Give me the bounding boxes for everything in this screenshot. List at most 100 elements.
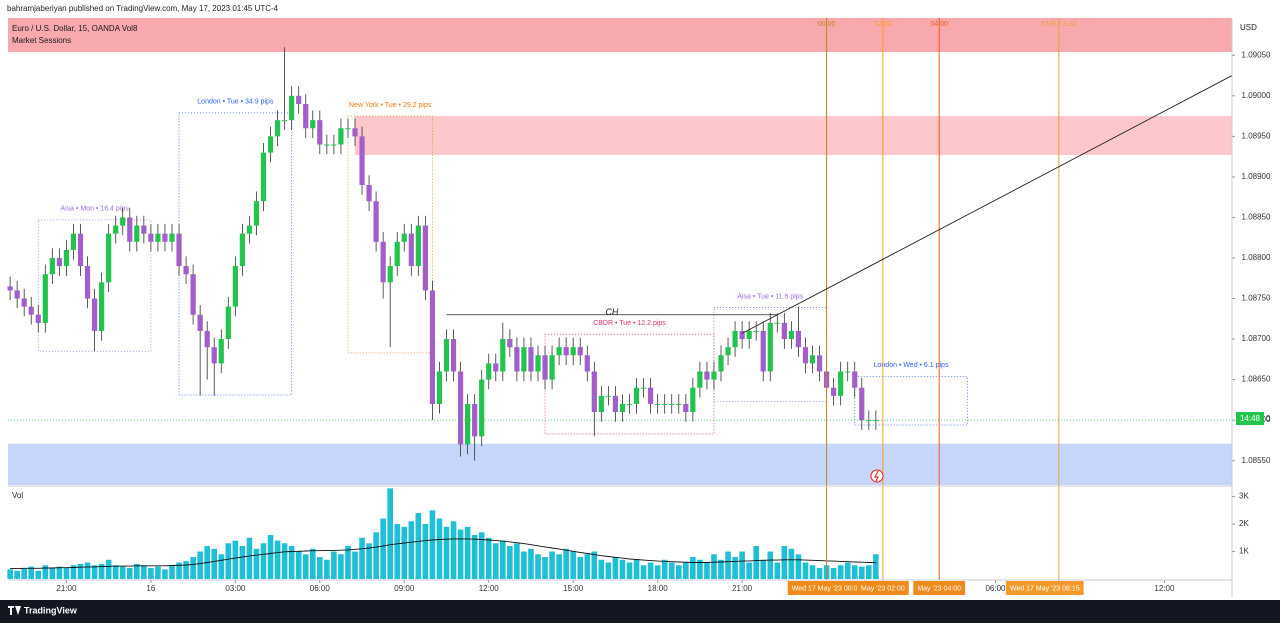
- session-label: London • Wed • 6.1 pips: [874, 362, 949, 369]
- volume-bar: [830, 568, 837, 579]
- candle-body: [267, 136, 274, 153]
- volume-bar: [500, 540, 506, 579]
- candle-body: [605, 395, 611, 397]
- volume-bar: [464, 526, 471, 579]
- volume-bar: [309, 548, 316, 579]
- volume-bar: [260, 543, 267, 579]
- candle-body: [669, 403, 675, 405]
- candle-body: [535, 355, 541, 372]
- volume-bar: [725, 551, 731, 579]
- footer-brand[interactable]: TradingView: [24, 605, 78, 615]
- volume-bar: [563, 548, 569, 579]
- volume-bar: [169, 565, 175, 579]
- time-marker-label: Wed 17 May '23 00:00: [792, 585, 862, 592]
- candle-body: [612, 395, 619, 413]
- volume-bar: [190, 557, 196, 579]
- candle-body: [739, 330, 745, 340]
- candle-body: [42, 274, 48, 323]
- volume-bar: [633, 559, 640, 579]
- volume-bar: [746, 562, 752, 579]
- candle-body: [331, 144, 337, 146]
- volume-bar: [155, 566, 161, 579]
- candle-body: [246, 225, 253, 234]
- candle-body: [359, 136, 365, 186]
- session-label: New York • Tue • 29.2 pips: [349, 102, 432, 109]
- volume-bar: [14, 570, 20, 579]
- candle-body: [260, 152, 267, 202]
- volume-bar: [380, 518, 386, 579]
- volume-bar: [331, 551, 337, 579]
- volume-bar: [542, 557, 548, 579]
- volume-bar: [507, 546, 513, 579]
- volume-bar: [711, 554, 717, 579]
- price-zone: [354, 116, 1233, 156]
- volume-bar: [324, 559, 330, 579]
- candle-body: [211, 347, 217, 364]
- candle-body: [838, 371, 844, 396]
- session-label: London • Tue • 34.9 pips: [197, 99, 274, 106]
- candle-body: [338, 128, 344, 145]
- currency: USD: [1240, 23, 1257, 32]
- volume-bar: [176, 562, 182, 579]
- session-vline-label: CME • 8:30: [1041, 21, 1077, 28]
- volume-bar: [183, 561, 189, 579]
- volume-bar: [781, 546, 788, 579]
- volume-bar: [84, 562, 91, 579]
- session-label: Aisa • Tue • 11.6 pips: [737, 293, 803, 300]
- candle-body: [774, 322, 780, 324]
- volume-bar: [366, 543, 372, 579]
- candle-body: [162, 233, 168, 242]
- time-marker-label: May '23 04:00: [917, 585, 961, 592]
- candle-body: [197, 314, 203, 331]
- volume-bar: [570, 551, 576, 579]
- candle-body: [788, 330, 794, 340]
- candle-body: [465, 403, 471, 445]
- candle-body: [176, 233, 182, 267]
- volume-bar: [429, 510, 436, 579]
- volume-bar: [802, 562, 809, 579]
- alert-icon[interactable]: [870, 469, 884, 483]
- volume-bar: [556, 554, 562, 579]
- session-box: [544, 333, 715, 435]
- session-box: [347, 115, 433, 354]
- candle-body: [711, 371, 717, 380]
- volume-bar: [450, 521, 457, 579]
- last-price-label: 0: [1266, 414, 1271, 423]
- candle-body: [91, 298, 98, 331]
- candle-body: [415, 225, 421, 267]
- candle-body: [49, 257, 55, 275]
- volume-bar: [549, 551, 555, 579]
- candle-body: [556, 347, 562, 356]
- volume-bar: [647, 562, 654, 579]
- top-bar: [0, 0, 1280, 18]
- candle-body: [781, 322, 787, 340]
- volume-bar: [767, 551, 774, 579]
- candle-body: [134, 225, 140, 242]
- volume-bar: [640, 565, 647, 579]
- candle-body: [704, 371, 710, 380]
- x-tick-label: 03:00: [225, 584, 246, 593]
- candle-body: [239, 233, 245, 267]
- volume-bar: [105, 559, 112, 579]
- candle-body: [63, 249, 70, 267]
- candle-body: [14, 290, 20, 299]
- volume-bar: [7, 569, 13, 579]
- time-marker-label: May '23 02:00: [861, 585, 905, 592]
- volume-bar: [591, 551, 598, 579]
- volume-bar: [718, 559, 724, 579]
- candle-body: [120, 217, 126, 226]
- volume-bar: [77, 563, 84, 579]
- volume-bar: [528, 548, 534, 579]
- volume-bar: [492, 543, 499, 579]
- candle-body: [56, 257, 62, 267]
- alert-icon-bolt: [874, 470, 879, 482]
- x-tick-label: 21:00: [56, 584, 77, 593]
- volume-bar: [281, 543, 288, 579]
- volume-bar: [795, 554, 802, 579]
- session-label: CBDR • Tue • 12.2 pips: [593, 320, 666, 327]
- volume-bar: [457, 529, 464, 579]
- volume-bar: [485, 537, 492, 579]
- candle-body: [296, 95, 302, 104]
